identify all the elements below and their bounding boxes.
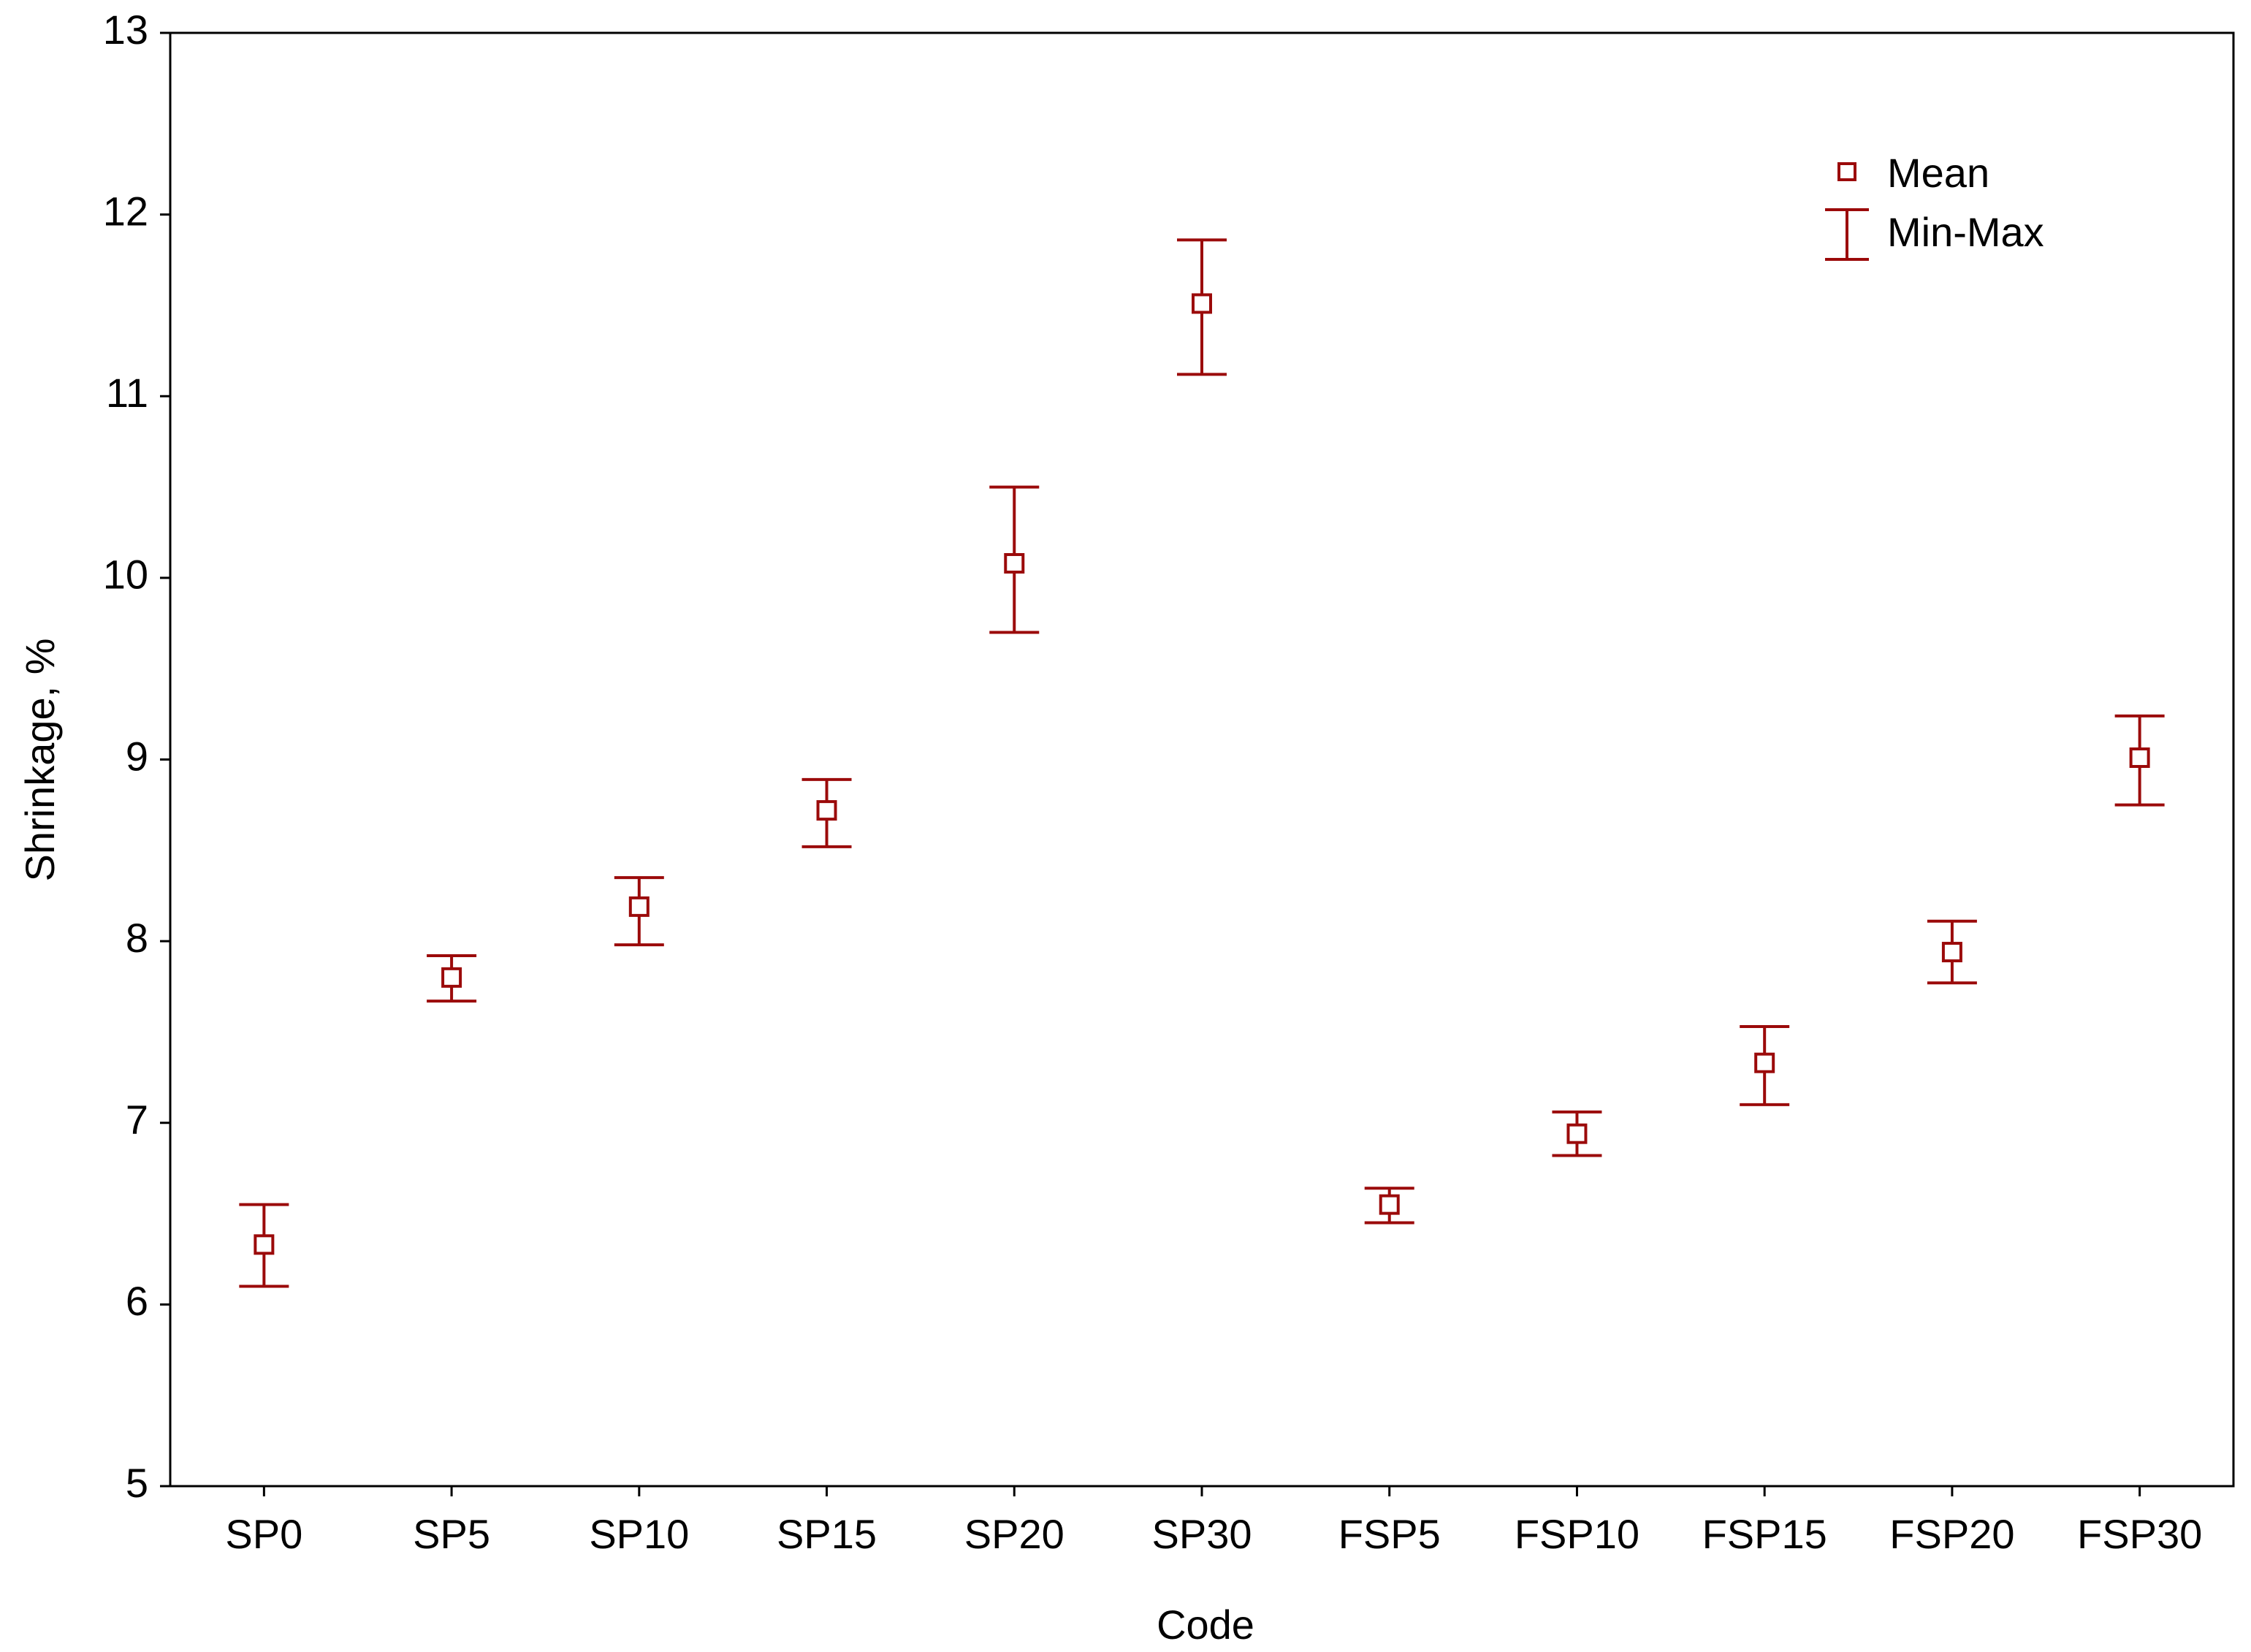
mean-marker — [1566, 1123, 1588, 1144]
mean-marker — [254, 1234, 275, 1255]
mean-marker — [1941, 942, 1962, 963]
x-tick-label: SP5 — [413, 1511, 490, 1557]
mean-marker — [1192, 293, 1212, 314]
x-tick-label: FSP30 — [2077, 1511, 2202, 1557]
mean-marker — [1754, 1052, 1775, 1073]
y-tick-label: 6 — [126, 1278, 148, 1324]
mean-marker — [816, 800, 837, 821]
x-tick-label: FSP20 — [1889, 1511, 2014, 1557]
y-tick-label: 13 — [103, 7, 148, 53]
mean-marker — [628, 896, 650, 917]
y-tick-label: 12 — [103, 188, 148, 234]
x-tick-label: SP30 — [1152, 1511, 1252, 1557]
x-tick-label: FSP15 — [1702, 1511, 1827, 1557]
y-axis-title: Shrinkage, % — [17, 638, 63, 881]
legend-label: Min-Max — [1887, 209, 2044, 255]
legend-marker — [1837, 162, 1856, 181]
y-tick-label: 5 — [126, 1460, 148, 1506]
x-tick-label: FSP5 — [1338, 1511, 1441, 1557]
legend-label: Mean — [1887, 150, 1989, 196]
y-tick-label: 10 — [103, 552, 148, 598]
x-tick-label: SP10 — [589, 1511, 689, 1557]
y-tick-label: 11 — [106, 370, 148, 416]
x-tick-label: SP15 — [777, 1511, 877, 1557]
y-tick-label: 8 — [126, 915, 148, 961]
x-axis-title: Code — [1157, 1602, 1254, 1648]
y-tick-label: 7 — [126, 1097, 148, 1143]
mean-marker — [2129, 747, 2150, 769]
x-tick-label: FSP10 — [1515, 1511, 1639, 1557]
y-tick-label: 9 — [126, 733, 148, 779]
mean-marker — [1004, 552, 1025, 574]
mean-marker — [441, 967, 462, 988]
x-tick-label: SP20 — [964, 1511, 1064, 1557]
x-tick-label: SP0 — [225, 1511, 302, 1557]
mean-marker — [1379, 1194, 1400, 1215]
